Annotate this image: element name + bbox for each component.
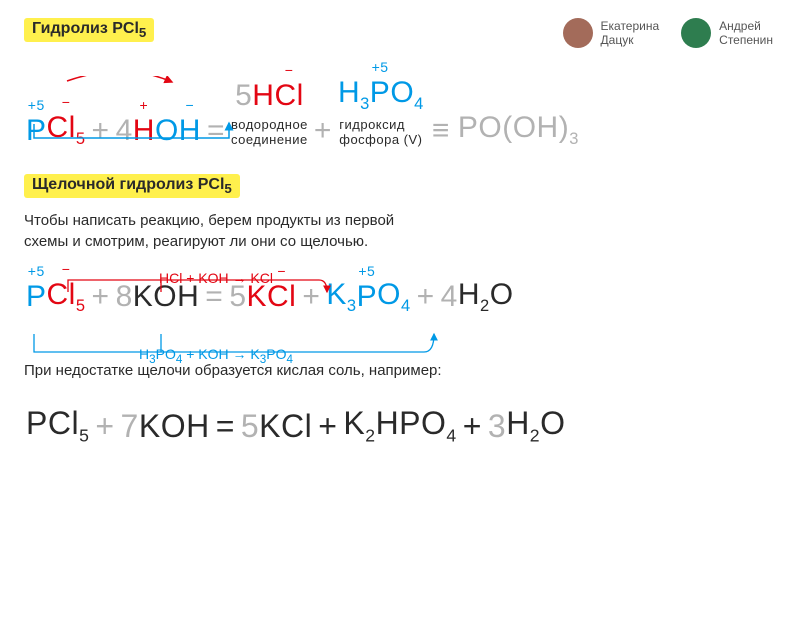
- title2-text: Щелочной гидролиз PCl: [32, 176, 224, 193]
- eq1-cl: Cl: [47, 111, 76, 144]
- eq2-cl-sub: 5: [76, 297, 86, 315]
- eq1-cl-ox: −: [62, 94, 71, 110]
- eq2-o4: O: [377, 278, 401, 311]
- equation-1-block: +5P −Cl5 + 4 +H O −H = 5 H −Cl водородно…: [24, 76, 783, 148]
- eq1-p-ox: +5: [28, 97, 45, 113]
- eq2-k: K: [247, 280, 268, 314]
- author1-first: Екатерина: [601, 19, 660, 33]
- title1-text: Гидролиз PCl: [32, 20, 139, 37]
- eq1-p: P: [26, 114, 47, 147]
- eq1-h2: H: [179, 114, 201, 147]
- title-hydrolysis: Гидролиз PCl5: [24, 18, 154, 42]
- title2-sub: 5: [224, 181, 231, 196]
- eq3-coef-koh: 7: [121, 408, 139, 445]
- eq2-o4-sub: 4: [401, 297, 411, 315]
- eq3-coef-h2o: 3: [488, 408, 506, 445]
- author2-first: Андрей: [719, 19, 773, 33]
- eq2-p: P: [26, 280, 47, 313]
- eq1-h3-sub: 3: [360, 95, 370, 113]
- equation-2: +5P −Cl5 + 8 KOH = 5 K −Cl + K3 +5P O4 +…: [26, 278, 783, 315]
- eq2-h2o-o: O: [490, 278, 514, 311]
- equation-2-block: HCl + KOH → KCl +5P −Cl5 + 8 KOH = 5 K −…: [24, 278, 783, 315]
- eq1-h-ox: +: [140, 97, 149, 113]
- eq2-h2o-sub: 2: [480, 297, 490, 315]
- eq2-coef-h2o: 4: [441, 280, 458, 314]
- eq1-po: PO(OH): [458, 111, 569, 144]
- mini-eq-2: H3PO4 + KOH → K3PO4: [139, 346, 293, 366]
- eq3-coef-kcl: 5: [241, 408, 259, 445]
- caption-2: гидроксид фосфора (V): [339, 117, 422, 148]
- eq1-hcl-cl: Cl: [274, 79, 303, 112]
- authors-block: Екатерина Дацук Андрей Степенин: [563, 18, 783, 48]
- eq1-coef-hcl: 5: [235, 79, 252, 113]
- eq1-hcl-ox: −: [285, 62, 294, 78]
- eq1-h2-ox: −: [186, 97, 195, 113]
- eq1-o4-sub: 4: [414, 95, 424, 113]
- eq2-cl-ox: −: [62, 261, 71, 277]
- eq1-o: O: [155, 114, 179, 148]
- title1-sub: 5: [139, 25, 146, 40]
- eq2-coef-koh: 8: [116, 280, 133, 314]
- eq1-equiv: ≡: [432, 114, 450, 148]
- eq2-p2-ox: +5: [358, 263, 375, 279]
- eq1-hcl-h: H: [252, 79, 274, 113]
- equation-1: +5P −Cl5 + 4 +H O −H = 5 H −Cl водородно…: [26, 76, 579, 148]
- eq3-hpo-sub: 4: [446, 426, 456, 446]
- eq1-h3: H: [338, 76, 360, 109]
- eq3-k2-sub: 2: [365, 426, 375, 446]
- eq2-k3-sub: 3: [347, 297, 357, 315]
- eq2-p2: P: [357, 280, 378, 313]
- eq2-cl2-ox: −: [277, 263, 286, 279]
- author-1: Екатерина Дацук: [563, 18, 660, 48]
- eq2-p-ox: +5: [28, 263, 45, 279]
- eq2-coef-kcl: 5: [229, 280, 246, 314]
- avatar-1: [563, 18, 593, 48]
- eq1-p2-ox: +5: [372, 59, 389, 75]
- author1-last: Дацук: [601, 33, 660, 47]
- eq1-h: H: [133, 114, 155, 147]
- eq3-koh: KOH: [139, 408, 210, 445]
- eq3-kcl: KCl: [259, 408, 312, 445]
- eq2-koh: KOH: [133, 280, 200, 314]
- eq3-h2o-sub: 2: [530, 426, 540, 446]
- eq1-o4: O: [390, 76, 414, 109]
- author-2: Андрей Степенин: [681, 18, 773, 48]
- author2-last: Степенин: [719, 33, 773, 47]
- eq3-h2o-o: O: [540, 405, 565, 441]
- eq3-hpo: HPO: [376, 405, 447, 441]
- caption-1: водородное соединение: [231, 117, 308, 148]
- paragraph-1: Чтобы написать реакцию, берем продукты и…: [24, 210, 783, 252]
- avatar-2: [681, 18, 711, 48]
- title-alkaline: Щелочной гидролиз PCl5: [24, 174, 240, 198]
- equation-3: PCl5 + 7 KOH = 5 KCl + K2HPO4 + 3 H2O: [26, 405, 783, 445]
- eq3-lhs-sub: 5: [79, 426, 89, 446]
- eq2-cl2: Cl: [267, 280, 296, 313]
- eq1-coef-h2o: 4: [116, 114, 133, 148]
- eq2-h2o-h: H: [458, 278, 480, 311]
- equation-3-block: PCl5 + 7 KOH = 5 KCl + K2HPO4 + 3 H2O: [24, 405, 783, 445]
- eq3-k2: K: [343, 405, 365, 441]
- eq1-p2: P: [370, 76, 391, 109]
- eq2-cl: Cl: [47, 278, 76, 311]
- eq1-po-sub: 3: [569, 130, 579, 148]
- eq3-h2o-h: H: [506, 405, 530, 441]
- paragraph-2: При недостатке щелочи образуется кислая …: [24, 360, 783, 381]
- eq2-k3: K: [326, 278, 347, 311]
- eq1-cl-sub: 5: [76, 130, 86, 148]
- eq3-lhs: PCl: [26, 405, 79, 441]
